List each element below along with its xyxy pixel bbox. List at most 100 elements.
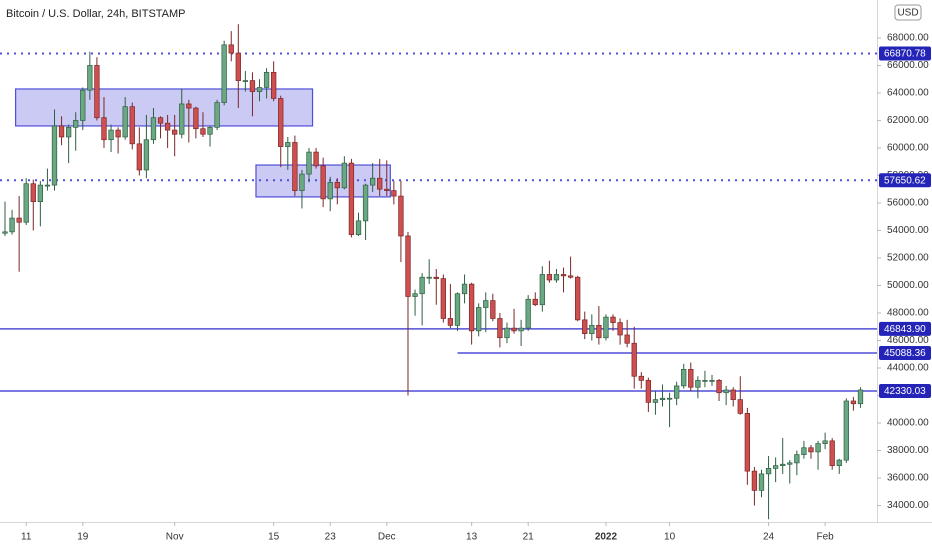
candle-body [80,89,86,121]
candle-body [249,80,256,92]
candle-body [794,454,800,464]
candle-body [850,400,857,405]
candle-body [278,98,284,147]
candle-body [843,400,849,461]
candle-body [129,106,135,145]
candle-body [136,143,142,171]
candle-body [122,106,128,138]
candle-body [65,126,72,138]
candle-body [532,298,538,306]
candle-body [172,129,178,135]
chart-title: Bitcoin / U.S. Dollar, 24h, BITSTAMP [6,8,186,20]
candle-body [836,459,842,466]
candle-body [157,117,164,124]
candle-body [476,307,482,332]
candle-body [256,87,263,92]
candle-body [666,397,673,400]
candle-body [447,318,454,326]
candle-body [454,293,461,326]
candle-body [737,399,743,414]
candle-body [320,165,326,200]
candle-body [377,177,383,190]
price-level-label: 45088.36 [884,348,926,359]
candle-body [87,65,93,91]
candle-body [497,318,503,339]
candle-body [115,129,121,138]
candle-body [23,183,29,223]
price-level-badge [879,383,931,398]
candle-body [193,107,199,130]
candle-body [631,342,637,377]
candle-body [808,447,814,453]
y-tick-label: 62000.00 [887,115,929,126]
candle-body [518,327,524,332]
price-level-label: 57650.62 [884,175,926,186]
candle-body [391,190,397,197]
x-tick-label: 19 [77,532,89,543]
candle-body [186,103,192,109]
candle-body [780,463,786,466]
candle-body [525,298,531,329]
candle-body [673,385,680,399]
candle-body [369,177,376,186]
y-tick-label: 60000.00 [887,143,929,154]
candle-body [327,181,333,200]
y-tick-label: 38000.00 [887,445,929,456]
candle-body [207,126,213,135]
candle-body [511,327,517,332]
candle-body [73,120,79,128]
y-tick-label: 40000.00 [887,418,929,429]
candle-body [228,44,234,54]
candle-body [801,447,807,455]
candle-body [617,322,623,336]
x-tick-label: 11 [21,532,32,543]
x-tick-label: 23 [325,532,337,543]
y-tick-label: 46000.00 [887,335,929,346]
candle-body [419,276,425,295]
candle-body [610,316,616,323]
price-level-badge [879,321,931,336]
candle-body [829,440,835,466]
candle-body [348,162,355,235]
currency-label[interactable]: USD [897,8,918,19]
candle-body [405,235,411,297]
y-tick-label: 64000.00 [887,88,929,99]
candle-body [695,380,701,388]
candle-body [787,462,793,465]
candle-body [504,327,510,339]
candle-body [179,103,185,135]
x-tick-label: Dec [378,532,396,543]
candle-body [285,142,291,147]
candle-body [560,274,567,277]
candle-body [263,71,270,88]
candle-body [299,173,305,191]
candle-body [553,274,560,281]
candle-body [652,399,659,403]
x-tick-label: Nov [166,532,184,543]
candle-body [426,276,432,279]
candle-body [638,375,644,381]
candle-body [306,151,312,175]
candle-body [51,125,58,186]
y-tick-label: 50000.00 [887,280,929,291]
x-tick-label: 13 [466,532,478,543]
candle-body [44,184,51,187]
candle-body [37,184,43,202]
price-level-label: 46843.90 [884,324,926,335]
price-level-badge [879,46,931,61]
candle-body [539,274,545,306]
candle-body [334,181,340,189]
currency-badge[interactable] [894,4,922,21]
y-tick-label: 56000.00 [887,198,929,209]
candle-body [688,369,694,388]
candle-body [709,380,715,382]
candle-body [645,380,652,403]
price-level-label: 42330.03 [884,386,926,397]
candle-body [30,183,36,202]
candle-body [313,151,319,167]
candle-body [164,122,171,131]
candle-body [200,128,206,135]
candle-body [659,397,666,400]
candle-body [461,283,468,295]
